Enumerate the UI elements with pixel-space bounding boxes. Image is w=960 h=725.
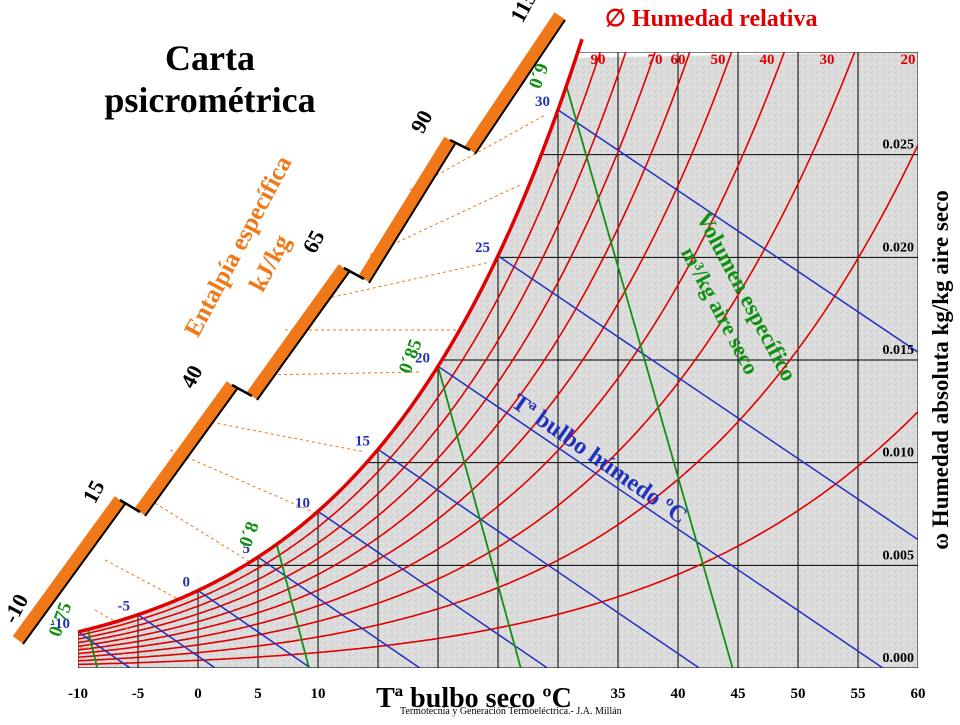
rh-line-10 <box>78 411 918 666</box>
enthalpy-bar-step <box>449 138 471 152</box>
rh-label: 30 <box>820 52 835 68</box>
rh-line-40 <box>78 52 786 655</box>
wet-bulb-label: -10 <box>50 616 70 632</box>
enthalpy-bar-segment <box>464 12 566 154</box>
enthalpy-label: 65 <box>297 226 329 257</box>
specific-volume-line-0.8 <box>275 544 310 668</box>
enthalpy-bar-step <box>119 498 141 514</box>
wet-bulb-label: 25 <box>475 240 490 256</box>
x-tick-label: 10 <box>311 686 326 702</box>
specific-volume-line-0.75 <box>86 629 99 668</box>
enthalpy-label: 115 <box>505 0 542 26</box>
enthalpy-bar-edge <box>144 388 238 517</box>
x-tick-label: -10 <box>68 686 88 702</box>
enthalpy-bar-edge <box>474 19 566 155</box>
wet-bulb-label: 10 <box>295 495 310 511</box>
saturation-curve <box>77 38 584 634</box>
footer-credit: Termotecnia y Generación Termoeléctrica.… <box>400 706 622 717</box>
wet-bulb-line-15 <box>377 448 700 668</box>
enthalpy-bar-segment <box>12 496 126 644</box>
rh-label: 20 <box>901 52 916 68</box>
x-tick-label: -5 <box>132 686 145 702</box>
rh-line-30 <box>78 52 856 658</box>
wet-bulb-label: 30 <box>535 94 550 110</box>
enthalpy-guide-line <box>199 419 366 453</box>
rh-line-70 <box>78 52 657 644</box>
wet-bulb-lines <box>78 109 918 668</box>
x-axis-ticks: -10 -5 0 5 10 35 40 45 50 55 60 <box>68 686 926 702</box>
enthalpy-label: 40 <box>175 361 207 392</box>
rh-line-50 <box>78 52 733 651</box>
enthalpy-guide-line <box>94 609 131 631</box>
y-tick-label: 0.020 <box>883 240 915 255</box>
x-tick-label: 40 <box>671 686 686 702</box>
y-tick-label: 0.025 <box>883 138 915 153</box>
y-axis-title: ω Humedad absoluta kg/kg aire seco <box>928 190 953 550</box>
wet-bulb-line-30 <box>557 109 918 354</box>
x-tick-label: 45 <box>731 686 746 702</box>
x-tick-label: 50 <box>791 686 806 702</box>
rh-line-90 <box>78 52 602 637</box>
x-tick-label: 60 <box>911 686 926 702</box>
wet-bulb-line-25 <box>497 255 918 541</box>
enthalpy-bar-edge <box>368 143 456 284</box>
enthalpy-bar-step <box>343 266 365 281</box>
rh-label: 50 <box>711 52 726 68</box>
x-tick-label: 35 <box>611 686 626 702</box>
enthalpy-guide-line <box>149 499 251 563</box>
enthalpy-bar-edge <box>22 503 126 645</box>
specific-volume-lines <box>86 85 734 668</box>
specific-volume-line-0.9 <box>565 85 734 668</box>
enthalpy-bar-edge <box>256 271 350 401</box>
specific-volume-label: 0´8 <box>235 519 263 550</box>
x-tick-label: 5 <box>254 686 262 702</box>
title-line-2: psicrométrica <box>104 80 315 120</box>
wet-bulb-label: -5 <box>118 599 131 615</box>
enthalpy-label: 15 <box>77 476 109 507</box>
x-tick-label: 55 <box>851 686 866 702</box>
rh-label: 90 <box>591 52 606 68</box>
wet-bulb-line-0 <box>197 589 311 668</box>
enthalpy-scale-bar <box>12 12 566 645</box>
wet-bulb-label: 5 <box>243 541 251 557</box>
relative-humidity-title: ∅ Humedad relativa <box>605 6 817 32</box>
enthalpy-guide-line <box>319 261 491 301</box>
rh-label: 60 <box>671 52 686 68</box>
wet-bulb-line--5 <box>137 614 216 668</box>
relative-humidity-labels: 90 70 60 50 40 30 20 <box>591 52 916 68</box>
y-tick-label: 0.000 <box>883 651 915 666</box>
wet-bulb-line-10 <box>317 510 548 668</box>
enthalpy-bar-step <box>231 383 253 398</box>
wet-bulb-label: 0 <box>183 575 191 591</box>
rh-label: 70 <box>648 52 663 68</box>
rh-line-80 <box>78 52 627 640</box>
wet-bulb-line--10 <box>78 631 131 668</box>
x-axis-title: Tª bulbo seco ºC <box>376 683 572 714</box>
y-tick-label: 0.015 <box>883 343 915 358</box>
y-axis-ticks: 0.000 0.005 0.010 0.015 0.020 0.025 <box>883 138 915 666</box>
x-tick-label: 0 <box>194 686 202 702</box>
enthalpy-bar-segment <box>358 136 456 283</box>
title-line-1: Carta <box>165 38 255 78</box>
enthalpy-bar-segment <box>246 264 350 400</box>
specific-volume-line-0.85 <box>437 366 522 668</box>
rh-line-60 <box>78 52 691 648</box>
wet-bulb-labels: -10 -5 0 5 10 15 20 25 30 <box>50 94 550 632</box>
grid <box>78 52 918 668</box>
wet-bulb-label: 15 <box>355 433 370 449</box>
wet-bulb-line-20 <box>437 365 884 668</box>
enthalpy-bar-segment <box>134 381 238 516</box>
enthalpy-label: 90 <box>405 106 437 137</box>
specific-volume-label: 0´85 <box>395 336 427 376</box>
enthalpy-guide-line <box>259 371 421 376</box>
y-tick-label: 0.005 <box>883 548 915 563</box>
y-tick-label: 0.010 <box>883 446 915 461</box>
wet-bulb-label: 20 <box>415 350 430 366</box>
enthalpy-guide-line <box>104 559 181 601</box>
rh-label: 40 <box>760 52 775 68</box>
